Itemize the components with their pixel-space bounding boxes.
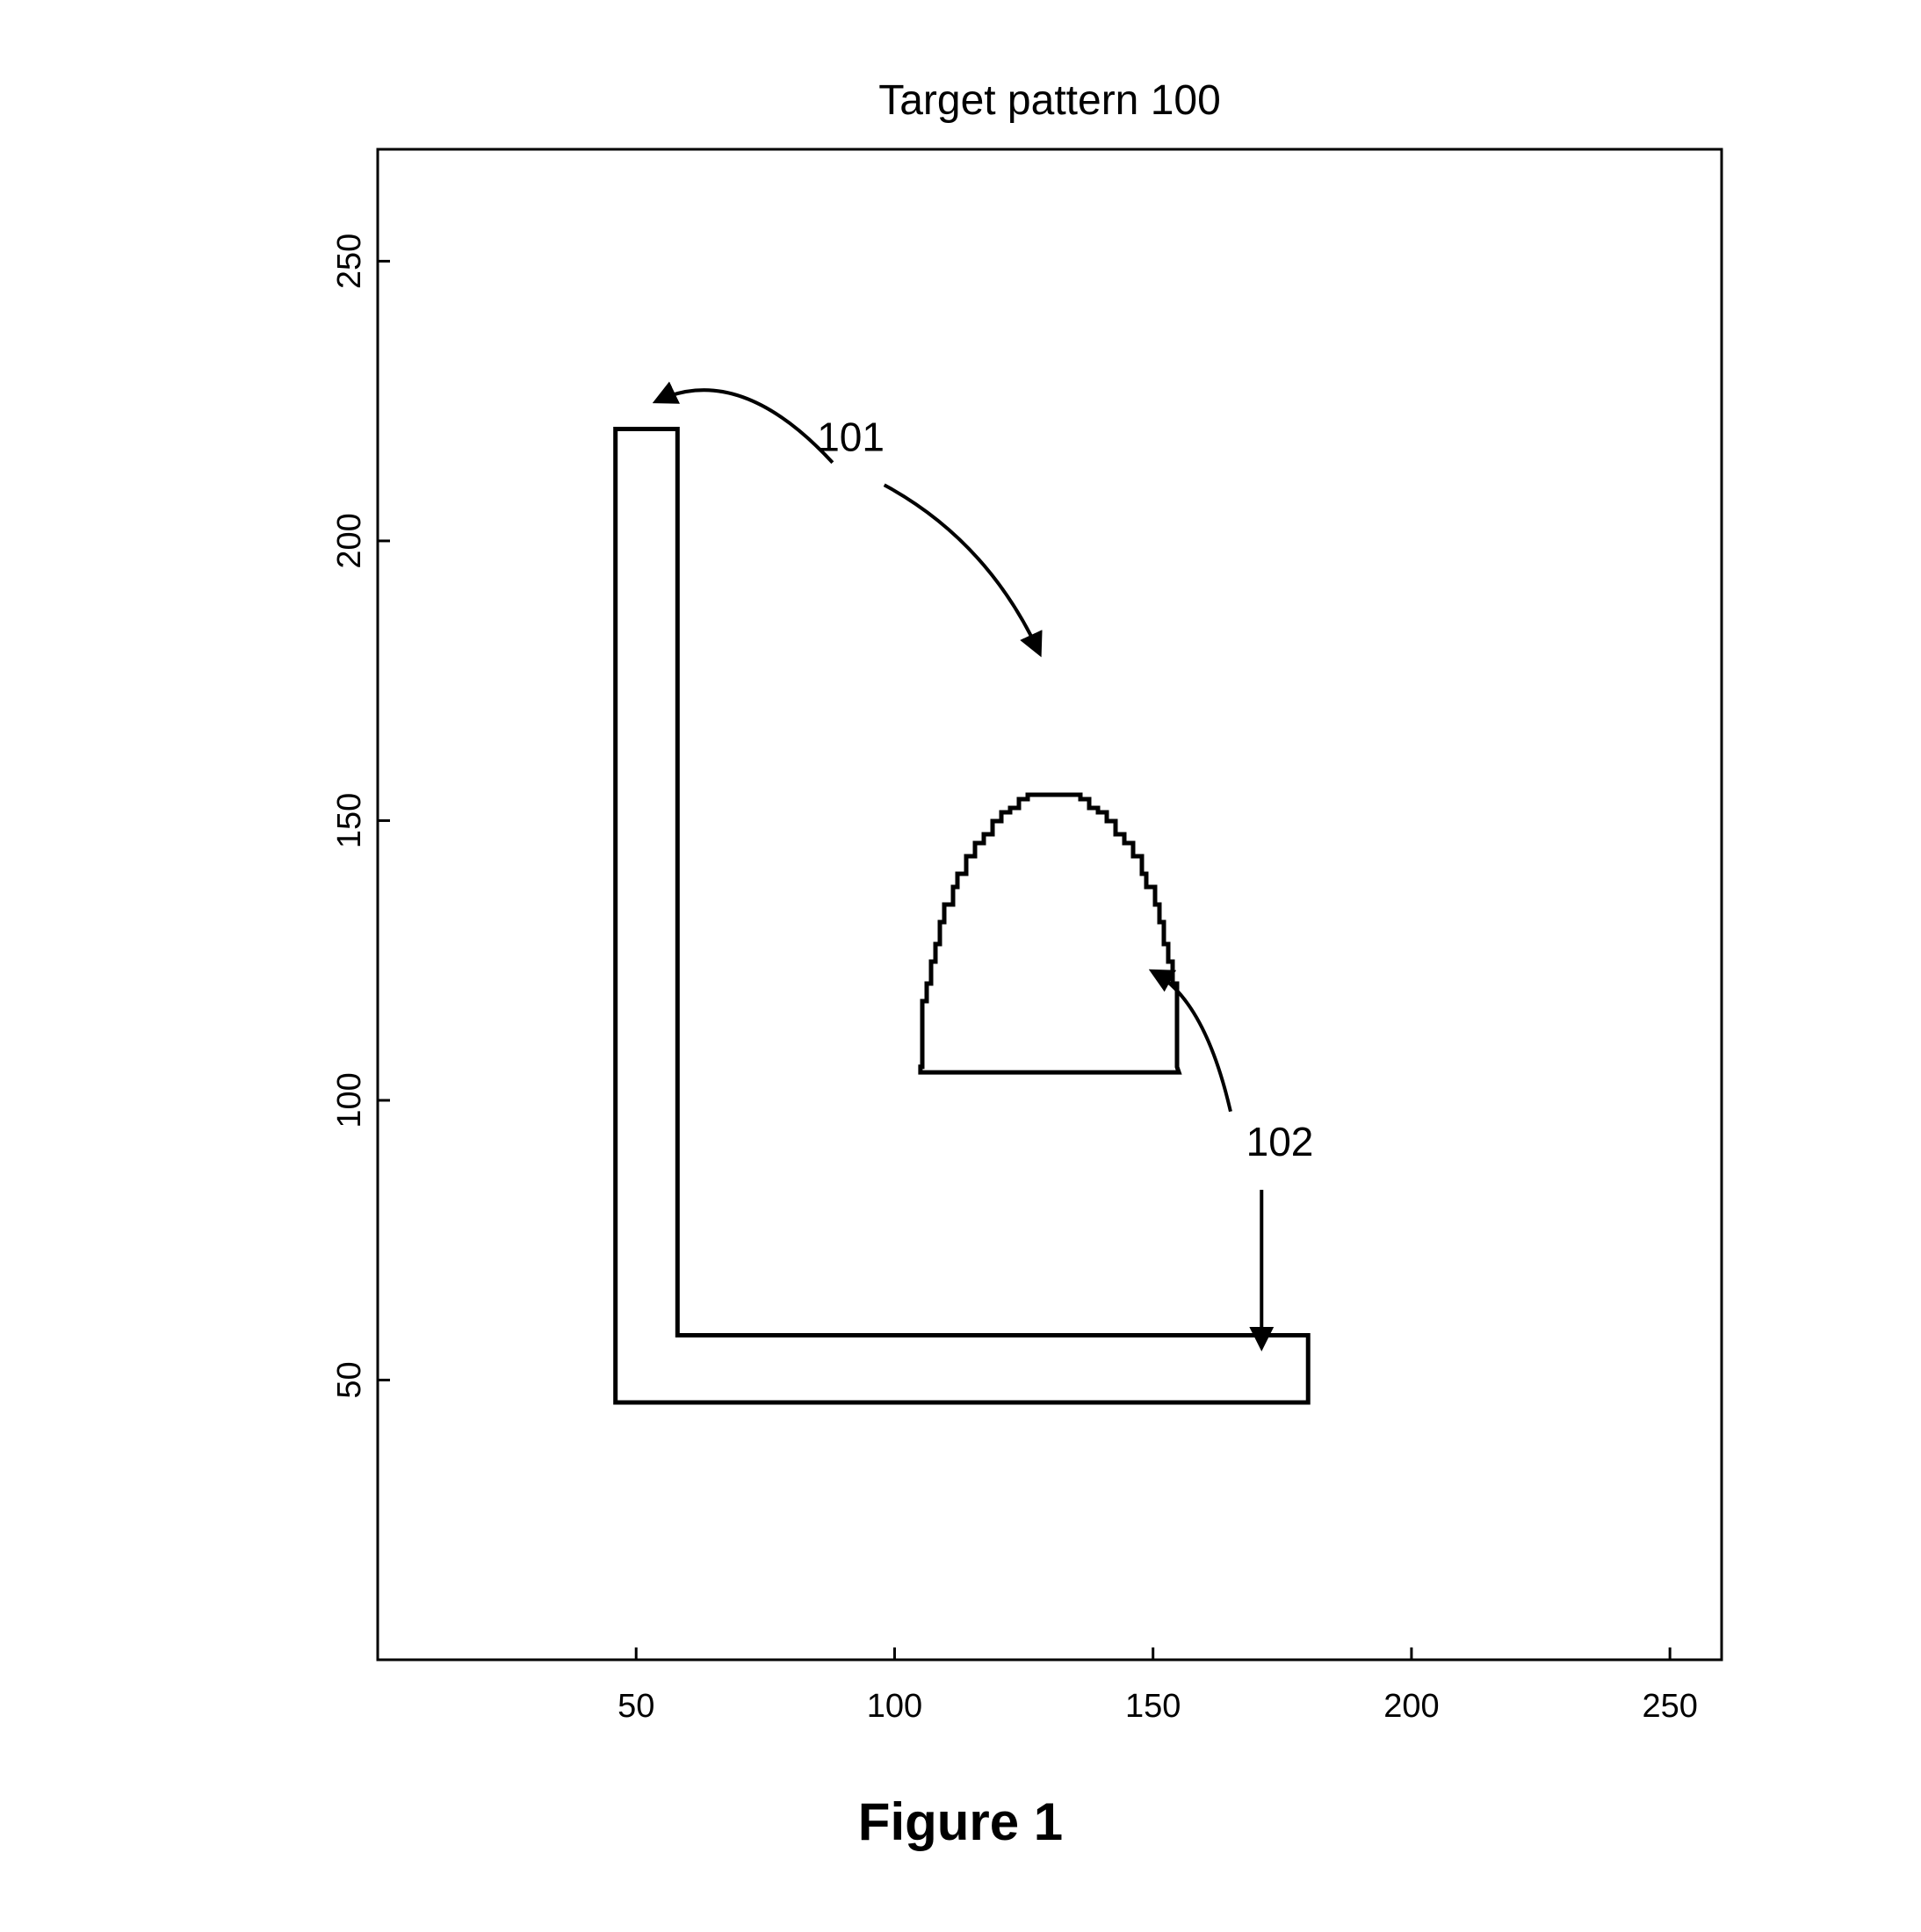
y-tick-label: 100 [331,1072,368,1128]
callout-leader [885,485,1040,652]
figure-caption: Figure 1 [0,1791,1921,1852]
callout-leader [657,390,833,463]
shape-101-L [616,429,1309,1402]
shape-102-halfdisc [921,795,1179,1072]
callout-leader [1153,971,1231,1111]
figure-svg: 50 100 150 200 250 50 100 150 200 250 Target patte… [0,0,1921,1932]
x-tick-label: 50 [617,1688,654,1725]
y-tick-label: 250 [331,234,368,289]
plot-title: Target pattern 100 [878,77,1221,124]
x-tick-label: 100 [867,1688,922,1725]
y-tick-label: 50 [331,1361,368,1398]
callout-label: 101 [817,414,885,459]
figure-root: 50 100 150 200 250 50 100 150 200 250 Target patte… [0,0,1921,1932]
x-tick-label: 150 [1125,1688,1181,1725]
y-tick-label: 150 [331,793,368,848]
y-tick-label: 200 [331,513,368,568]
callout-label: 102 [1246,1119,1314,1164]
x-tick-label: 200 [1383,1688,1439,1725]
plot-frame [378,149,1722,1660]
x-tick-label: 250 [1642,1688,1697,1725]
